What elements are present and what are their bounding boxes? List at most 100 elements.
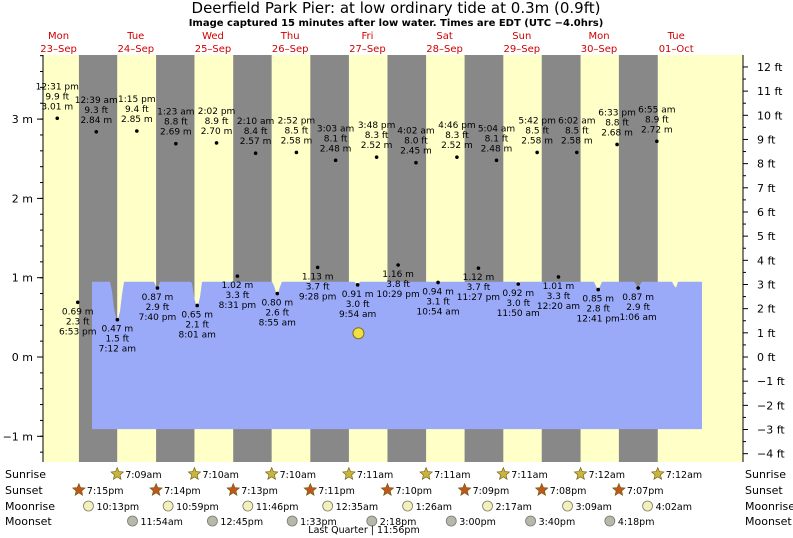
tide-ft: 8.9 ft [645, 115, 669, 125]
left-tick-label: 0 m [12, 351, 33, 364]
tide-m: 2.48 m [320, 144, 352, 154]
moon-circle-icon [207, 515, 218, 527]
row-time: 4:18pm [618, 517, 655, 528]
sun-star-icon [380, 482, 395, 496]
row-time: 7:11am [357, 470, 393, 481]
tide-time: 8:01 am [179, 330, 216, 340]
right-tick-label: 4 ft [757, 254, 776, 267]
right-tick-label: 3 ft [757, 278, 776, 291]
tide-m: 2.58 m [281, 136, 313, 146]
high-tide-label: 6:55 am8.9 ft2.72 m [638, 105, 675, 135]
tide-m: 1.16 m [382, 270, 414, 280]
row-time: 10:13pm [96, 502, 139, 513]
tide-time: 3:03 am [317, 124, 354, 134]
day-date: 27–Sep [349, 44, 386, 55]
row-time: 7:15pm [87, 486, 124, 497]
tide-m: 0.94 m [422, 287, 454, 297]
tide-point [535, 150, 539, 155]
row-time: 7:12am [589, 470, 625, 481]
row-time: 7:11pm [318, 486, 355, 497]
tide-ft: 8.1 ft [324, 134, 348, 144]
left-tick-label: 2 m [12, 192, 33, 205]
row-time: 11:46pm [256, 502, 299, 513]
low-tide-label: 0.87 m2.9 ft7:40 pm [139, 293, 177, 323]
tide-time: 1:06 am [619, 313, 656, 323]
tide-time: 11:50 am [497, 309, 540, 319]
row-time: 7:11am [434, 470, 470, 481]
tide-point [214, 141, 219, 145]
row-time: 10:59pm [176, 502, 219, 513]
tide-water-area [92, 281, 702, 430]
tide-point [655, 139, 659, 144]
tide-time: 2:52 pm [278, 116, 316, 126]
tide-m: 0.80 m [261, 299, 293, 309]
low-tide-label: 0.91 m3.0 ft9:54 am [339, 290, 376, 320]
sun-star-icon [110, 466, 125, 480]
low-tide-label: 0.65 m2.1 ft8:01 am [179, 310, 216, 340]
tide-time: 6:02 am [558, 116, 595, 126]
row-time: 1:33pm [300, 517, 337, 528]
tide-point [396, 263, 400, 267]
moon-circle-icon [162, 500, 174, 512]
tide-time: 12:39 am [75, 96, 118, 106]
tide-time: 12:20 am [537, 302, 580, 312]
row-time: 7:09am [125, 470, 161, 481]
moon-phase-note: Last Quarter | 11:56pm [308, 525, 419, 536]
day-name: Mon [588, 31, 609, 42]
tide-ft: 3.1 ft [426, 297, 450, 307]
day-date: 29–Sep [504, 44, 541, 55]
tide-m: 2.45 m [400, 147, 432, 157]
high-tide-label: 2:02 pm8.9 ft2.70 m [198, 107, 236, 137]
tide-point [135, 129, 139, 133]
row-label-right: Moonrise [745, 500, 793, 513]
tide-point [253, 151, 258, 155]
tide-ft: 2.8 ft [586, 305, 610, 315]
moon-circle-icon [562, 500, 573, 512]
tide-time: 7:12 am [99, 345, 136, 355]
tide-ft: 8.1 ft [485, 134, 509, 144]
tide-ft: 3.8 ft [386, 280, 410, 290]
tide-ft: 3.7 ft [467, 283, 491, 293]
day-name: Fri [361, 31, 373, 42]
tide-m: 2.69 m [160, 128, 192, 138]
high-tide-label: 5:42 pm8.5 ft2.58 m [518, 116, 556, 146]
tide-point [355, 283, 360, 287]
high-tide-label: 6:33 pm8.8 ft2.68 m [598, 108, 636, 138]
left-tick-label: 1 m [12, 272, 33, 285]
tide-m: 0.65 m [181, 310, 213, 320]
tide-point [94, 129, 99, 134]
tide-point [333, 158, 338, 163]
tide-time: 11:27 pm [457, 293, 500, 303]
sun-star-icon [611, 482, 626, 496]
tide-point [115, 317, 120, 322]
high-tide-label: 5:04 am8.1 ft2.48 m [478, 124, 515, 154]
low-tide-label: 1.13 m3.7 ft9:28 pm [299, 272, 337, 302]
row-time: 3:00pm [459, 517, 496, 528]
high-tide-label: 2:10 am8.4 ft2.57 m [237, 117, 274, 147]
low-tide-label: 0.47 m1.5 ft7:12 am [99, 325, 136, 355]
tide-point [275, 291, 280, 296]
tide-point [436, 280, 440, 285]
tide-ft: 3.0 ft [506, 299, 530, 309]
tide-point [575, 150, 579, 155]
tide-m: 2.68 m [601, 128, 633, 138]
tide-time: 6:55 am [638, 105, 675, 115]
moon-circle-icon [242, 500, 254, 512]
row-time: 7:10am [280, 470, 316, 481]
day-header: Mon 23–Sep Tue 24–Sep Wed 25–Sep Thu 26–Sep Fri 2… [40, 31, 693, 55]
right-tick-label: −4 ft [757, 448, 785, 461]
tide-ft: 8.8 ft [605, 118, 629, 128]
row-time: 11:54am [140, 517, 182, 528]
tide-time: 5:42 pm [518, 116, 556, 126]
day-date: 23–Sep [40, 44, 77, 55]
tide-point [155, 286, 160, 290]
row-time: 4:02am [656, 502, 692, 513]
moon-circle-icon [402, 500, 414, 512]
tide-m: 2.84 m [80, 116, 112, 126]
right-tick-label: 2 ft [757, 303, 776, 316]
tide-time: 1:15 pm [118, 95, 156, 105]
tide-point [556, 275, 561, 279]
tide-time: 6:53 pm [59, 327, 97, 337]
